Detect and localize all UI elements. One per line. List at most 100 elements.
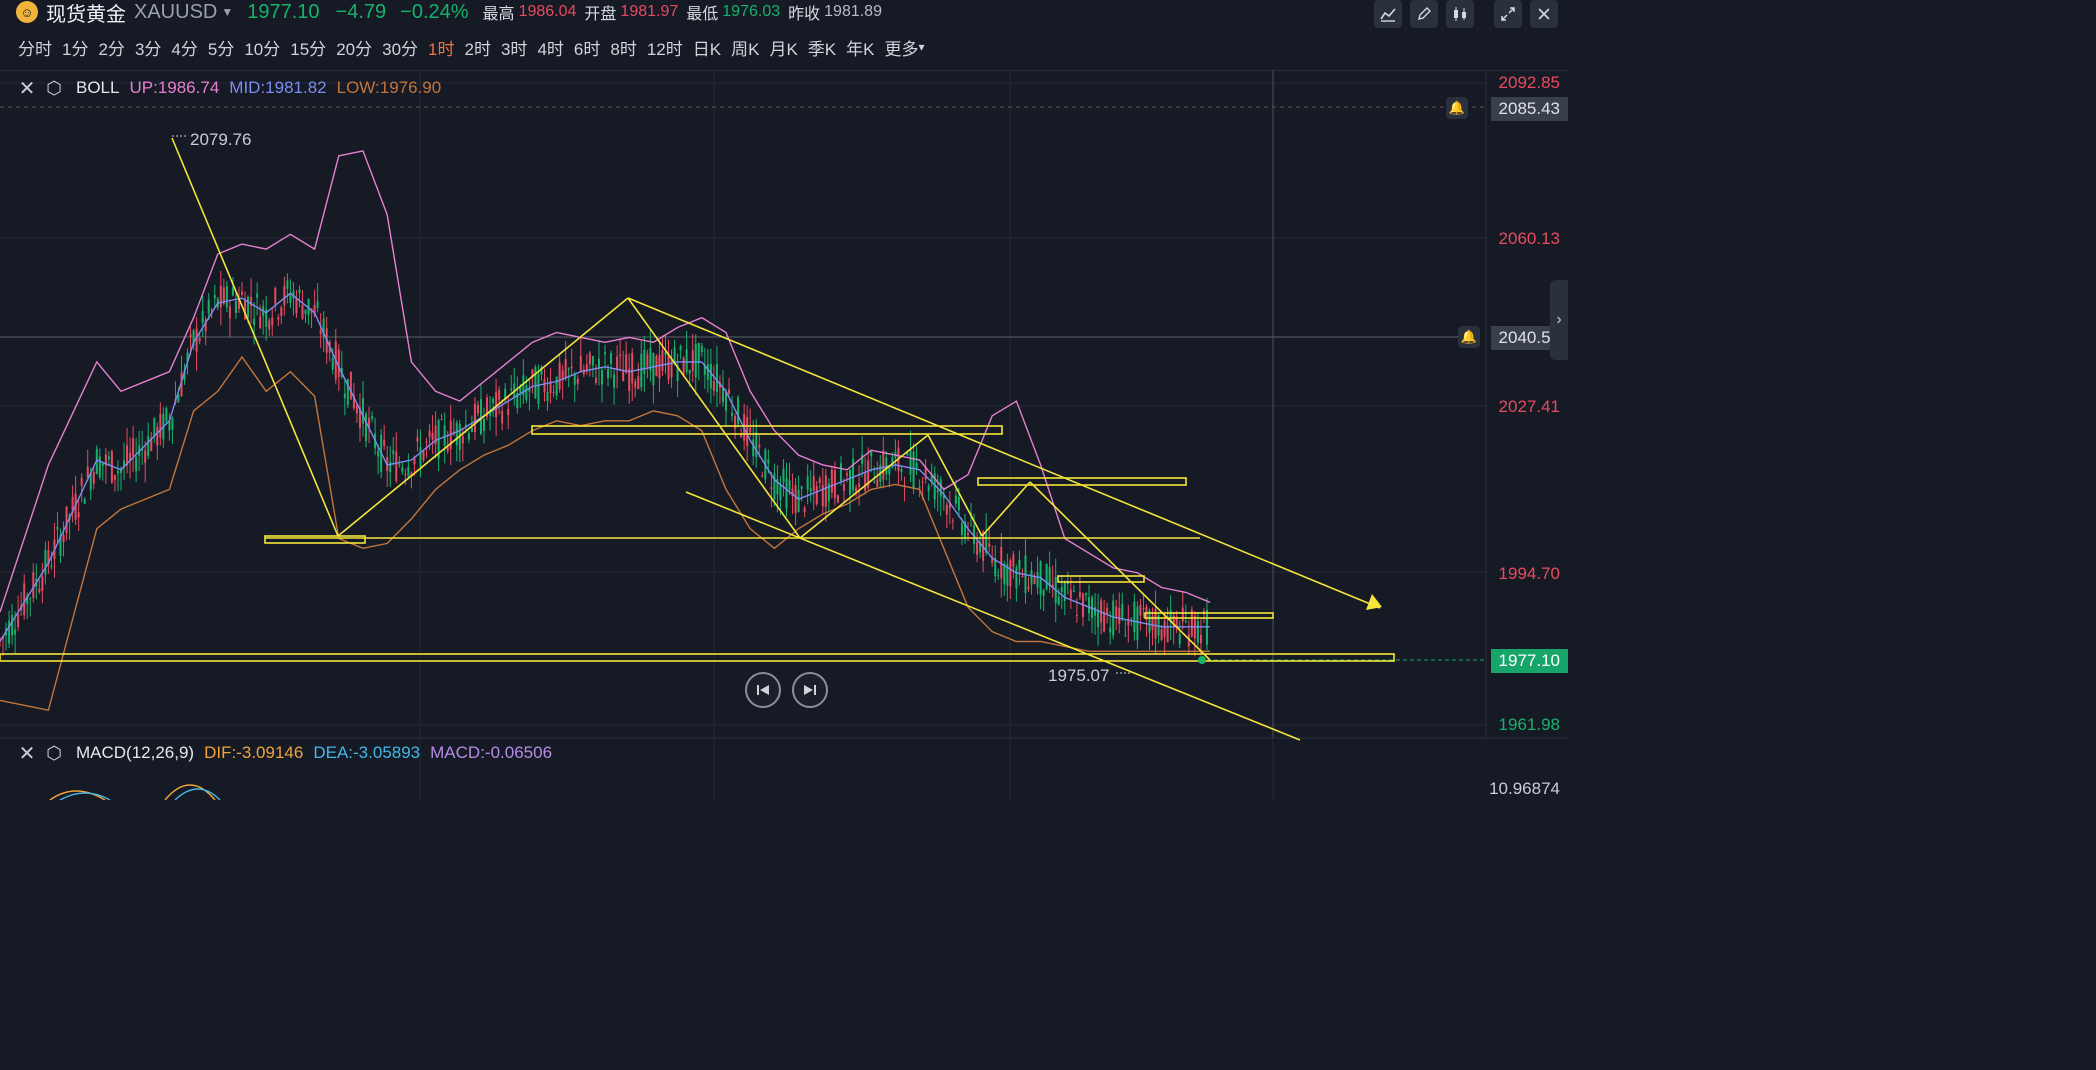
boll-low-line: [0, 355, 1210, 712]
settings-icon[interactable]: ⬡: [46, 742, 62, 763]
candles-icon[interactable]: [1446, 0, 1474, 28]
candle-body: [1069, 589, 1072, 599]
period-tab[interactable]: 分时: [18, 39, 52, 59]
period-tab[interactable]: 6时: [573, 39, 601, 59]
candle-body: [839, 463, 842, 482]
candle-body: [954, 495, 957, 504]
caret-down-icon[interactable]: ▾: [918, 40, 925, 54]
close-indicator-icon[interactable]: ✕: [18, 742, 36, 765]
period-tab[interactable]: 2分: [98, 39, 125, 59]
period-tab[interactable]: 4分: [171, 39, 198, 59]
candle-body: [921, 481, 924, 483]
period-tab[interactable]: 2时: [464, 39, 491, 59]
bell-icon[interactable]: 🔔: [1458, 326, 1480, 348]
candle-body: [561, 370, 564, 381]
candle-body: [1169, 610, 1172, 621]
chevron-right-icon[interactable]: ›: [1550, 280, 1568, 360]
candle-body: [858, 483, 861, 487]
candle-body: [358, 407, 361, 429]
candle-body: [891, 457, 894, 468]
candle-body: [268, 320, 271, 330]
candle-body: [368, 417, 371, 428]
candle-body: [1103, 611, 1106, 632]
candle-body: [1003, 563, 1006, 585]
period-tab[interactable]: 4时: [537, 39, 564, 59]
candle-body: [528, 388, 531, 392]
period-tab[interactable]: 日K: [692, 39, 722, 59]
symbol-code[interactable]: XAUUSD: [134, 0, 218, 23]
boll-up-line: [0, 150, 1211, 613]
candle-body: [8, 620, 11, 644]
candle-body: [132, 438, 135, 456]
settings-icon[interactable]: ⬡: [46, 77, 62, 98]
period-tab[interactable]: 5分: [207, 39, 235, 59]
period-tab[interactable]: 年K: [846, 39, 875, 59]
candle-body: [50, 565, 53, 567]
step-back-button[interactable]: [745, 672, 781, 708]
caret-down-icon[interactable]: ▼: [221, 5, 234, 19]
alert-price-tag[interactable]: 2085.43: [1490, 97, 1568, 121]
candle-body: [985, 532, 988, 553]
period-tab[interactable]: 20分: [336, 39, 373, 59]
candle-body: [1130, 617, 1133, 619]
price-chart[interactable]: [0, 70, 1568, 800]
candle-body: [156, 426, 159, 446]
symbol-name[interactable]: 现货黄金: [46, 3, 126, 26]
period-tab[interactable]: 30分: [382, 39, 419, 59]
candle-body: [510, 388, 513, 391]
candle-body: [549, 381, 552, 393]
candle-body: [346, 379, 349, 405]
open-value: 1981.97: [620, 3, 679, 20]
candle-body: [23, 583, 26, 616]
pen-icon[interactable]: [1410, 0, 1438, 28]
expand-icon[interactable]: [1494, 0, 1522, 28]
close-icon[interactable]: [1530, 0, 1558, 28]
candle-body: [377, 450, 380, 457]
candle-body: [455, 422, 458, 446]
candle-body: [927, 485, 930, 492]
period-tab[interactable]: 月K: [769, 39, 798, 59]
last-price: 1977.10: [247, 0, 320, 23]
bell-icon[interactable]: 🔔: [1446, 97, 1468, 119]
candle-body: [283, 285, 286, 306]
candle-body: [104, 454, 107, 466]
candle-body: [540, 366, 543, 375]
candle-body: [59, 535, 62, 556]
candle-body: [489, 411, 492, 416]
candle-body: [86, 466, 89, 478]
candle-body: [573, 373, 576, 385]
candle-body: [116, 470, 119, 474]
candle-body: [192, 330, 195, 346]
candle-body: [939, 479, 942, 497]
step-forward-button[interactable]: [792, 672, 828, 708]
level-box: [1144, 612, 1274, 619]
candle-body: [906, 453, 909, 456]
period-tab[interactable]: 1时: [428, 39, 455, 59]
candle-body: [519, 385, 522, 393]
candle-body: [289, 294, 292, 303]
line-tool-icon[interactable]: [1374, 0, 1402, 28]
period-tab[interactable]: 10分: [244, 39, 281, 59]
candle-body: [703, 365, 706, 375]
period-tab[interactable]: 1分: [62, 39, 89, 59]
period-tab[interactable]: 15分: [290, 39, 327, 59]
candle-body: [930, 475, 933, 482]
candle-body: [973, 525, 976, 544]
close-indicator-icon[interactable]: ✕: [18, 77, 36, 100]
candle-body: [1060, 587, 1063, 592]
candle-body: [77, 512, 80, 518]
period-tab[interactable]: 周K: [731, 39, 760, 59]
candle-body: [1139, 604, 1142, 616]
candle-body: [38, 588, 41, 593]
period-tab[interactable]: 12时: [646, 39, 683, 59]
candle-body: [404, 474, 407, 476]
period-tab[interactable]: 8时: [610, 39, 637, 59]
period-tab[interactable]: 更多: [884, 39, 919, 59]
candle-body: [806, 476, 809, 490]
period-tab[interactable]: 3分: [134, 39, 162, 59]
candle-body: [948, 502, 951, 509]
period-tab[interactable]: 季K: [807, 39, 837, 59]
candle-body: [107, 456, 110, 460]
candle-body: [870, 451, 873, 456]
period-tab[interactable]: 3时: [500, 39, 528, 59]
